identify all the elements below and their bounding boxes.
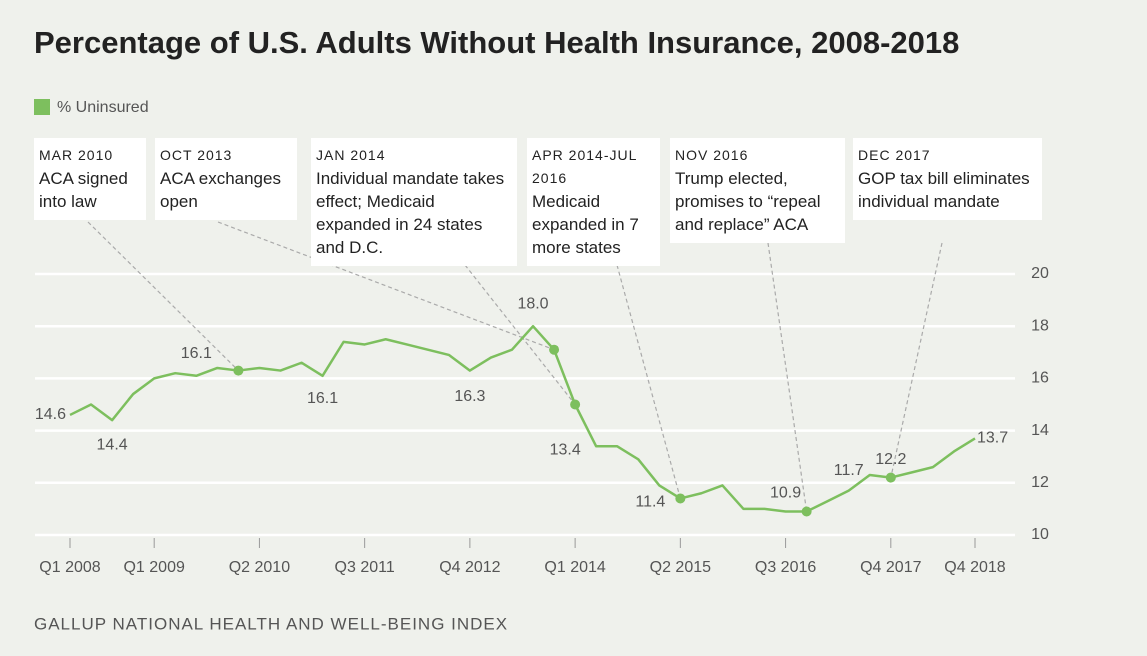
annotation-date: OCT 2013	[160, 147, 233, 163]
value-label: 11.4	[635, 494, 665, 511]
legend-swatch	[34, 99, 50, 115]
annotation-text: GOP tax bill eliminates individual manda…	[858, 169, 1030, 211]
leader-line	[87, 221, 239, 371]
y-tick-label: 14	[1031, 422, 1049, 439]
y-tick-label: 12	[1031, 474, 1049, 491]
x-tick-label: Q1 2014	[544, 559, 605, 576]
x-tick-label: Q2 2010	[229, 559, 290, 576]
marker	[801, 506, 812, 517]
annotation-text: Individual mandate takes effect; Medicai…	[316, 169, 505, 257]
x-tick-label: Q3 2011	[335, 559, 395, 576]
value-label: 16.1	[307, 390, 338, 407]
value-label: 13.4	[550, 441, 581, 458]
value-label: 14.4	[97, 436, 128, 453]
annotation: APR 2014-JUL 2016 Medicaid expanded in 7 …	[527, 138, 660, 266]
annotation-text: Medicaid expanded in 7 more states	[532, 192, 639, 257]
annotation-date: NOV 2016	[675, 147, 749, 163]
x-tick-label: Q1 2008	[39, 559, 100, 576]
value-label: 16.3	[454, 388, 485, 405]
y-tick-label: 10	[1031, 526, 1049, 543]
x-tick-label: Q4 2018	[944, 559, 1005, 576]
leader-line	[464, 264, 576, 405]
value-label: 10.9	[770, 485, 801, 502]
annotation: JAN 2014 Individual mandate takes effect;…	[311, 138, 517, 266]
x-tick-label: Q4 2017	[860, 559, 921, 576]
marker	[570, 399, 581, 410]
legend-label: % Uninsured	[57, 99, 149, 116]
y-tick-label: 18	[1031, 317, 1049, 334]
annotation-date: APR 2014-JUL 2016	[532, 147, 637, 186]
annotation-text: ACA exchanges open	[160, 169, 281, 211]
line	[69, 324, 976, 513]
value-label: 16.1	[181, 345, 212, 362]
value-label: 14.6	[35, 406, 66, 423]
annotation-text: Trump elected, promises to “repeal and r…	[675, 169, 821, 234]
marker	[233, 365, 244, 376]
y-tick-label: 20	[1031, 265, 1049, 282]
leader-line	[217, 221, 555, 351]
value-label: 12.2	[875, 451, 906, 468]
x-tick-label: Q4 2012	[439, 559, 500, 576]
marker	[885, 472, 896, 483]
y-tick-label: 16	[1031, 370, 1049, 387]
source: GALLUP NATIONAL HEALTH AND WELL-BEING IN…	[34, 614, 508, 633]
leader-line	[616, 264, 681, 499]
value-label: 18.0	[517, 295, 548, 312]
x-tick-label: Q2 2015	[650, 559, 711, 576]
annotation-date: JAN 2014	[316, 147, 386, 163]
annotation-date: DEC 2017	[858, 147, 931, 163]
annotation: NOV 2016 Trump elected, promises to “repe…	[670, 138, 845, 243]
annotation-date: MAR 2010	[39, 147, 114, 163]
x-tick-label: Q1 2009	[123, 559, 184, 576]
leader-line	[890, 242, 943, 478]
annotation: OCT 2013 ACA exchanges open	[155, 138, 297, 220]
leader-line	[767, 242, 808, 512]
value-label: 13.7	[977, 430, 1008, 447]
annotation: DEC 2017 GOP tax bill eliminates individu…	[853, 138, 1042, 220]
annotation-text: ACA signed into law	[39, 169, 128, 211]
value-label: 11.7	[834, 462, 864, 479]
annotation: MAR 2010 ACA signed into law	[34, 138, 146, 220]
chart-title: Percentage of U.S. Adults Without Health…	[34, 25, 959, 60]
marker	[549, 344, 560, 355]
x-tick-label: Q3 2016	[755, 559, 816, 576]
marker	[675, 493, 686, 504]
